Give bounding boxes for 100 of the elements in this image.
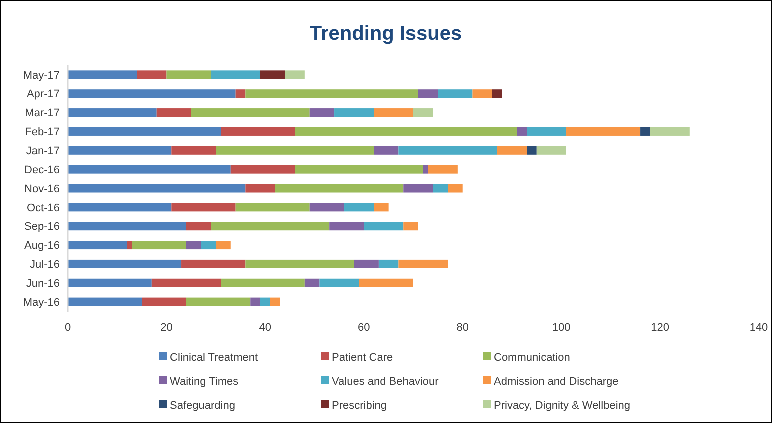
bar bbox=[68, 203, 172, 212]
y-tick-label: Sep-16 bbox=[24, 221, 60, 234]
bar bbox=[566, 127, 641, 136]
legend-label: Admission and Discharge bbox=[494, 376, 619, 388]
bar bbox=[186, 298, 251, 306]
bar bbox=[527, 146, 537, 155]
bar bbox=[211, 222, 330, 231]
bar bbox=[68, 298, 142, 306]
bar bbox=[330, 222, 364, 231]
bar bbox=[68, 222, 186, 231]
bar bbox=[236, 90, 246, 98]
bar bbox=[166, 70, 212, 80]
bar bbox=[250, 298, 260, 306]
bar bbox=[68, 127, 222, 136]
bar bbox=[374, 203, 389, 212]
bar bbox=[378, 260, 399, 268]
y-tick-label: Feb-17 bbox=[25, 126, 60, 139]
bar bbox=[152, 278, 222, 288]
bar bbox=[216, 146, 374, 155]
x-tick-label: 140 bbox=[750, 322, 768, 334]
legend-label: Safeguarding bbox=[170, 400, 236, 412]
bar bbox=[216, 241, 231, 250]
bar bbox=[354, 260, 379, 268]
legend-label: Patient Care bbox=[332, 352, 394, 364]
bar bbox=[186, 241, 202, 250]
bar bbox=[320, 278, 360, 288]
legend-label: Values and Behaviour bbox=[332, 376, 440, 388]
bar bbox=[172, 146, 216, 155]
y-tick-label: Jul-16 bbox=[30, 259, 60, 272]
x-tick-label: 100 bbox=[552, 322, 571, 334]
y-tick-label: Oct-16 bbox=[26, 202, 60, 214]
bar bbox=[517, 127, 528, 136]
bar bbox=[68, 241, 128, 250]
bar bbox=[448, 184, 463, 193]
bar bbox=[236, 203, 310, 212]
bar bbox=[191, 108, 310, 118]
bar bbox=[246, 184, 276, 193]
y-tick-label: Dec-16 bbox=[24, 164, 60, 176]
bar bbox=[650, 127, 690, 136]
bar bbox=[260, 298, 270, 306]
y-tick-label: Nov-16 bbox=[24, 183, 60, 196]
bar bbox=[423, 165, 428, 174]
bar bbox=[472, 90, 492, 98]
y-tick-label: Mar-17 bbox=[25, 108, 60, 120]
bar bbox=[275, 184, 404, 193]
bar bbox=[182, 260, 246, 268]
bar bbox=[68, 70, 138, 80]
y-tick-label: Aug-16 bbox=[24, 240, 60, 252]
bar bbox=[374, 146, 399, 155]
bar bbox=[398, 260, 448, 268]
y-tick-label: Jun-16 bbox=[26, 278, 60, 290]
bar bbox=[433, 184, 448, 193]
bar bbox=[359, 278, 414, 288]
bar bbox=[127, 241, 132, 250]
bar bbox=[310, 108, 335, 118]
bar bbox=[68, 278, 152, 288]
bar bbox=[304, 278, 320, 288]
bar bbox=[260, 70, 286, 80]
bar bbox=[156, 108, 192, 118]
bar bbox=[497, 146, 528, 155]
x-tick-label: 60 bbox=[358, 322, 370, 334]
bar bbox=[310, 203, 344, 212]
bar bbox=[137, 70, 167, 80]
bar bbox=[364, 222, 404, 231]
bar bbox=[186, 222, 212, 231]
bar bbox=[172, 203, 236, 212]
bar bbox=[68, 165, 231, 174]
bar bbox=[414, 108, 434, 118]
bar bbox=[246, 260, 354, 268]
bar bbox=[230, 165, 296, 174]
bar bbox=[438, 90, 473, 98]
bar bbox=[404, 184, 434, 193]
legend-label: Clinical Treatment bbox=[170, 352, 258, 364]
bar bbox=[492, 90, 502, 98]
bar bbox=[201, 241, 216, 250]
bar bbox=[132, 241, 186, 250]
bar bbox=[68, 146, 172, 155]
x-tick-label: 40 bbox=[259, 322, 272, 334]
bar bbox=[68, 108, 157, 118]
bar bbox=[418, 90, 438, 98]
bar bbox=[398, 146, 498, 155]
y-tick-label: May-16 bbox=[23, 296, 60, 309]
bar bbox=[640, 127, 650, 136]
x-tick-label: 120 bbox=[651, 322, 670, 334]
chart-title: Trending Issues bbox=[310, 23, 462, 45]
y-tick-label: Jan-17 bbox=[26, 145, 60, 158]
bar bbox=[344, 203, 374, 212]
y-tick-label: Apr-17 bbox=[26, 88, 60, 101]
bar bbox=[334, 108, 374, 118]
legend-label: Communication bbox=[494, 352, 570, 364]
bar bbox=[246, 90, 418, 98]
bar bbox=[68, 184, 246, 193]
x-tick-label: 0 bbox=[64, 322, 72, 334]
x-tick-label: 20 bbox=[160, 322, 173, 334]
legend-label: Privacy, Dignity & Wellbeing bbox=[494, 400, 631, 412]
y-tick-label: May-17 bbox=[23, 70, 60, 82]
bar bbox=[295, 165, 424, 174]
bar bbox=[211, 70, 260, 80]
bar bbox=[428, 165, 458, 174]
x-tick-label: 80 bbox=[456, 322, 469, 334]
